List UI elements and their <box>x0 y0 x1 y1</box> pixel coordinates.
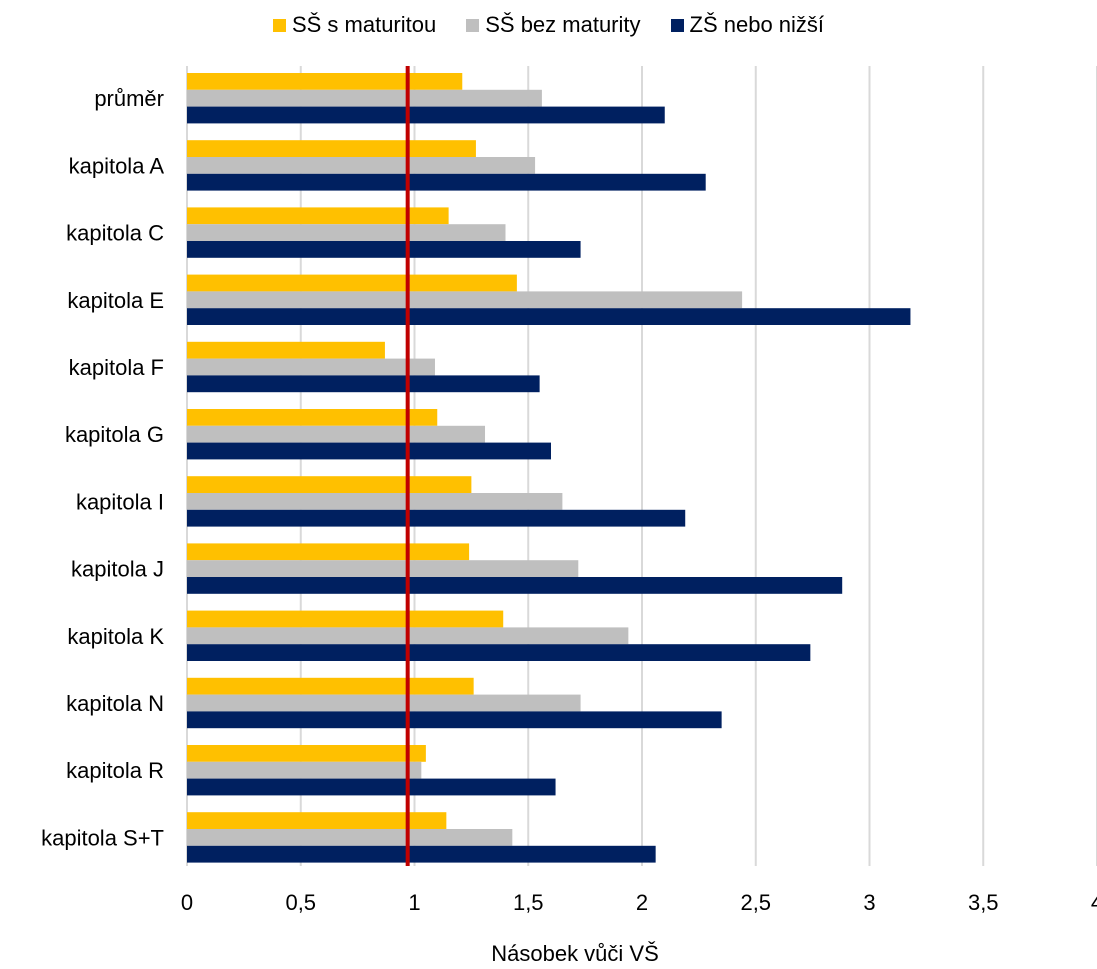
bar-2-7 <box>187 577 843 594</box>
x-tick-label: 2 <box>636 890 648 915</box>
category-label: kapitola A <box>69 153 165 178</box>
bar-1-3 <box>187 291 743 309</box>
bar-1-0 <box>187 89 542 107</box>
category-label: kapitola R <box>66 758 164 783</box>
bar-2-4 <box>187 375 540 393</box>
category-label: kapitola I <box>76 489 164 514</box>
x-tick-label: 3 <box>863 890 875 915</box>
legend-label-zs-nebo-nizsi: ZŠ nebo nižší <box>689 12 825 37</box>
bar-2-6 <box>187 509 686 527</box>
bar-0-5 <box>187 409 438 426</box>
category-label: kapitola F <box>69 355 164 380</box>
bar-0-11 <box>187 812 447 829</box>
x-tick-label: 0 <box>181 890 193 915</box>
legend-item-ss-s-maturitou: SŠ s maturitou <box>272 12 437 38</box>
x-tick-label: 1,5 <box>513 890 544 915</box>
bar-2-3 <box>187 308 911 325</box>
legend-label-ss-bez-maturity: SŠ bez maturity <box>485 12 641 37</box>
bar-0-7 <box>187 543 470 561</box>
bar-1-11 <box>187 829 513 846</box>
bar-0-8 <box>187 610 504 628</box>
bar-1-4 <box>187 358 435 376</box>
bar-0-10 <box>187 745 426 762</box>
legend-swatch-ss-bez-maturity <box>466 18 480 32</box>
bar-1-5 <box>187 425 486 443</box>
bar-0-6 <box>187 476 472 493</box>
bar-0-4 <box>187 341 385 359</box>
category-label: průměr <box>94 86 164 111</box>
bar-1-9 <box>187 694 581 712</box>
bar-1-1 <box>187 157 536 174</box>
category-label: kapitola J <box>71 557 164 582</box>
category-label: kapitola S+T <box>41 825 164 850</box>
bar-0-1 <box>187 140 476 157</box>
bar-2-5 <box>187 442 551 460</box>
bar-0-3 <box>187 274 517 292</box>
bar-2-0 <box>187 106 665 124</box>
bar-0-2 <box>187 207 449 225</box>
legend-item-zs-nebo-nizsi: ZŠ nebo nižší <box>670 12 825 38</box>
x-tick-label: 1 <box>408 890 420 915</box>
bar-2-2 <box>187 241 581 258</box>
bar-2-9 <box>187 711 722 729</box>
x-tick-label: 0,5 <box>285 890 316 915</box>
x-tick-label: 2,5 <box>740 890 771 915</box>
bar-2-8 <box>187 644 811 661</box>
bar-1-7 <box>187 560 579 577</box>
x-tick-label: 3,5 <box>968 890 999 915</box>
bar-2-11 <box>187 845 656 863</box>
bar-1-2 <box>187 224 506 241</box>
legend-swatch-ss-s-maturitou <box>272 18 286 32</box>
legend-item-ss-bez-maturity: SŠ bez maturity <box>466 12 641 38</box>
category-label: kapitola E <box>67 288 164 313</box>
x-axis-title: Násobek vůči VŠ <box>491 941 659 966</box>
bar-1-6 <box>187 493 563 510</box>
legend: SŠ s maturitou SŠ bez maturity ZŠ nebo n… <box>0 12 1097 38</box>
x-tick-label: 4 <box>1091 890 1097 915</box>
category-label: kapitola G <box>65 422 164 447</box>
bar-2-1 <box>187 173 706 191</box>
legend-label-ss-s-maturitou: SŠ s maturitou <box>291 12 437 37</box>
legend-swatch-zs-nebo-nizsi <box>670 18 684 32</box>
category-label: kapitola N <box>66 691 164 716</box>
bar-0-9 <box>187 677 474 695</box>
bar-1-10 <box>187 761 422 779</box>
bar-0-0 <box>187 73 463 90</box>
category-label: kapitola C <box>66 221 164 246</box>
bar-2-10 <box>187 778 556 796</box>
category-label: kapitola K <box>67 624 164 649</box>
